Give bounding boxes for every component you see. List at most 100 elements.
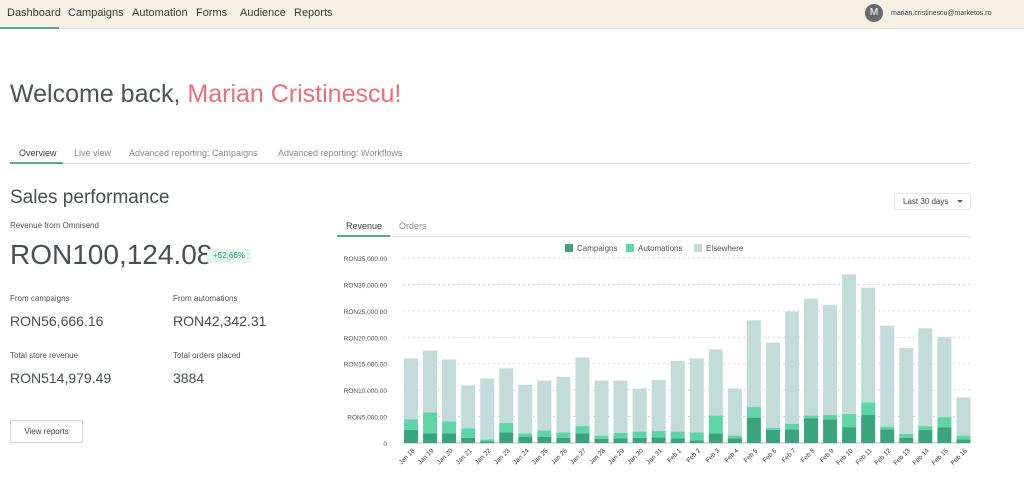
bar-automations[interactable] — [899, 434, 914, 438]
bar-campaigns[interactable] — [785, 429, 799, 443]
bar-campaigns[interactable] — [594, 438, 609, 443]
bar-automations[interactable] — [423, 412, 438, 434]
bar-automations[interactable] — [404, 419, 418, 430]
bar-elsewhere[interactable] — [899, 347, 914, 435]
bar-elsewhere[interactable] — [880, 325, 895, 427]
bar-campaigns[interactable] — [613, 438, 628, 443]
tab-advanced-campaigns[interactable]: Advanced reporting: Campaigns — [129, 148, 258, 158]
bar-elsewhere[interactable] — [556, 376, 571, 433]
bar-campaigns[interactable] — [842, 427, 857, 443]
bar-campaigns[interactable] — [823, 419, 838, 443]
bar-elsewhere[interactable] — [937, 337, 952, 418]
chart-tab-revenue[interactable]: Revenue — [346, 221, 383, 231]
bar-elsewhere[interactable] — [461, 385, 476, 429]
bar-elsewhere[interactable] — [480, 378, 495, 440]
bar-campaigns[interactable] — [480, 441, 495, 443]
bar-automations[interactable] — [842, 413, 857, 428]
bar-automations[interactable] — [518, 433, 533, 437]
bar-campaigns[interactable] — [670, 438, 685, 443]
bar-elsewhere[interactable] — [956, 397, 971, 436]
bar-automations[interactable] — [670, 431, 685, 439]
bar-automations[interactable] — [708, 415, 723, 434]
bar-campaigns[interactable] — [804, 418, 819, 443]
bar-automations[interactable] — [632, 431, 647, 438]
bar-campaigns[interactable] — [651, 437, 666, 443]
bar-campaigns[interactable] — [689, 440, 704, 443]
bar-automations[interactable] — [499, 422, 514, 433]
bar-campaigns[interactable] — [423, 433, 438, 443]
bar-elsewhere[interactable] — [689, 358, 704, 433]
bar-automations[interactable] — [746, 407, 761, 418]
bar-automations[interactable] — [594, 435, 609, 439]
bar-automations[interactable] — [785, 423, 799, 430]
bar-automations[interactable] — [461, 428, 476, 438]
bar-elsewhere[interactable] — [518, 384, 533, 434]
bar-campaigns[interactable] — [461, 437, 476, 443]
bar-automations[interactable] — [956, 435, 971, 440]
bar-campaigns[interactable] — [404, 429, 418, 443]
bar-automations[interactable] — [556, 432, 571, 438]
bar-campaigns[interactable] — [575, 433, 590, 443]
bar-automations[interactable] — [651, 430, 666, 438]
bar-elsewhere[interactable] — [594, 380, 609, 436]
bar-automations[interactable] — [861, 402, 876, 415]
bar-automations[interactable] — [689, 432, 704, 441]
bar-automations[interactable] — [480, 439, 495, 442]
bar-campaigns[interactable] — [556, 437, 571, 443]
bar-campaigns[interactable] — [442, 433, 457, 443]
bar-elsewhere[interactable] — [861, 287, 876, 403]
bar-elsewhere[interactable] — [651, 380, 666, 431]
bar-campaigns[interactable] — [499, 432, 514, 443]
bar-elsewhere[interactable] — [670, 361, 685, 432]
user-email[interactable]: marian.cristinescu@marketos.ro — [891, 10, 992, 17]
bar-campaigns[interactable] — [537, 436, 552, 443]
bar-automations[interactable] — [613, 432, 628, 439]
bar-automations[interactable] — [537, 430, 552, 437]
nav-automation[interactable]: Automation — [132, 7, 188, 19]
bar-elsewhere[interactable] — [537, 380, 552, 431]
bar-automations[interactable] — [880, 426, 895, 430]
bar-elsewhere[interactable] — [423, 350, 438, 413]
date-range-select[interactable]: Last 30 days — [894, 193, 971, 210]
chart-tab-orders[interactable]: Orders — [399, 221, 427, 231]
bar-elsewhere[interactable] — [804, 298, 819, 416]
bar-elsewhere[interactable] — [708, 349, 723, 416]
tab-overview[interactable]: Overview — [19, 148, 57, 158]
bar-automations[interactable] — [804, 415, 819, 419]
bar-automations[interactable] — [918, 426, 933, 430]
bar-elsewhere[interactable] — [746, 320, 761, 408]
bar-automations[interactable] — [823, 414, 838, 420]
bar-elsewhere[interactable] — [765, 342, 780, 428]
bar-automations[interactable] — [727, 435, 742, 439]
bar-elsewhere[interactable] — [404, 358, 418, 420]
bar-elsewhere[interactable] — [842, 274, 857, 414]
bar-campaigns[interactable] — [518, 436, 533, 443]
bar-campaigns[interactable] — [899, 437, 914, 443]
bar-campaigns[interactable] — [918, 429, 933, 443]
bar-elsewhere[interactable] — [442, 359, 457, 422]
bar-elsewhere[interactable] — [823, 305, 838, 415]
bar-elsewhere[interactable] — [499, 368, 514, 423]
avatar[interactable]: M — [865, 4, 883, 22]
nav-forms[interactable]: Forms — [196, 7, 228, 19]
bar-automations[interactable] — [937, 417, 952, 428]
bar-campaigns[interactable] — [880, 429, 895, 443]
bar-elsewhere[interactable] — [727, 388, 742, 436]
nav-reports[interactable]: Reports — [294, 7, 333, 19]
nav-dashboard[interactable]: Dashboard — [7, 7, 61, 19]
bar-elsewhere[interactable] — [575, 357, 590, 427]
bar-automations[interactable] — [442, 421, 457, 434]
tab-advanced-workflows[interactable]: Advanced reporting: Workflows — [278, 148, 403, 158]
legend-label-campaigns[interactable]: Campaigns — [577, 244, 617, 253]
bar-campaigns[interactable] — [765, 429, 780, 443]
bar-campaigns[interactable] — [727, 438, 742, 443]
nav-audience[interactable]: Audience — [240, 7, 286, 19]
legend-label-elsewhere[interactable]: Elsewhere — [706, 244, 744, 253]
legend-label-automations[interactable]: Automations — [638, 244, 682, 253]
bar-elsewhere[interactable] — [785, 311, 799, 424]
bar-campaigns[interactable] — [861, 414, 876, 443]
nav-campaigns[interactable]: Campaigns — [68, 7, 124, 19]
tab-live-view[interactable]: Live view — [74, 148, 112, 158]
view-reports-button[interactable]: View reports — [10, 420, 83, 443]
bar-campaigns[interactable] — [937, 427, 952, 443]
